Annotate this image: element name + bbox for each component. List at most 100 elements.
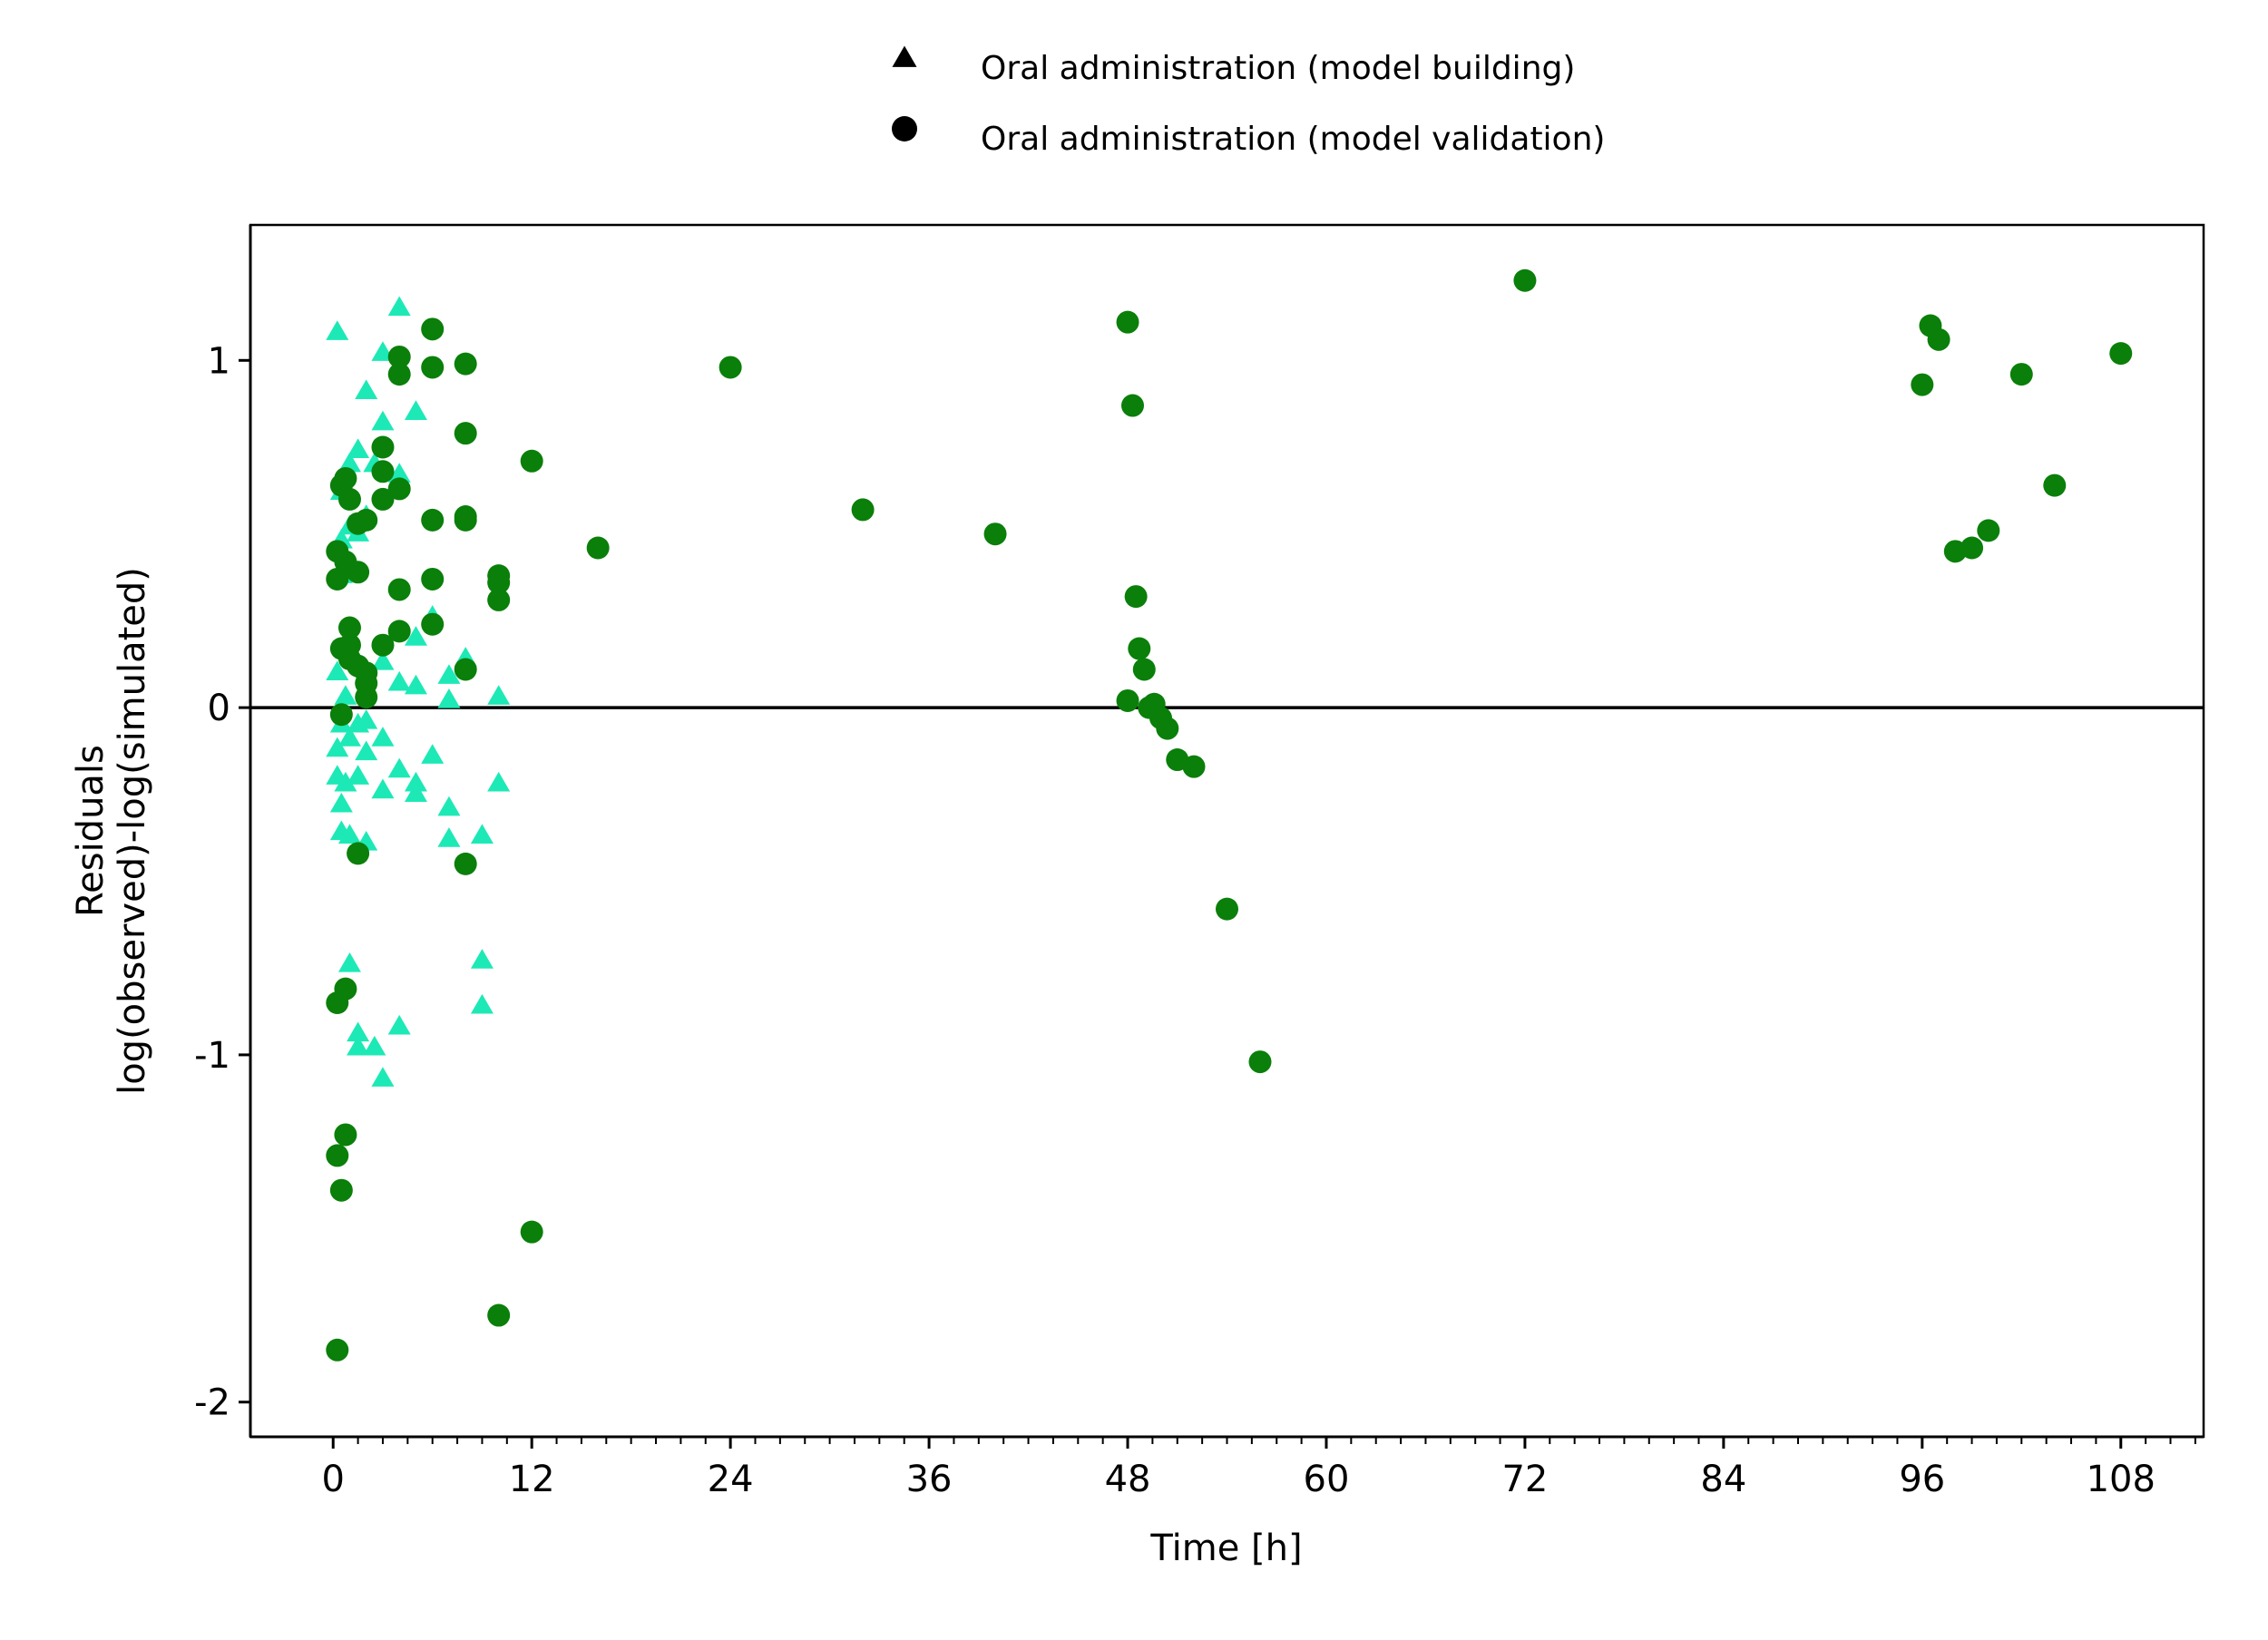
data-point-circle — [334, 1123, 357, 1147]
data-point-triangle — [404, 771, 427, 792]
data-point-triangle — [404, 626, 427, 646]
data-point-triangle — [334, 771, 357, 792]
data-points — [326, 268, 2133, 1362]
data-point-triangle — [355, 740, 378, 761]
legend-label-model-validation: Oral administration (model validation) — [981, 121, 1605, 158]
data-point-triangle — [371, 1067, 395, 1087]
data-point-circle — [387, 345, 411, 368]
data-point-circle — [329, 703, 353, 727]
data-point-circle — [1156, 717, 1179, 740]
x-axis-title: Time [h] — [1149, 1528, 1302, 1569]
data-point-circle — [371, 435, 395, 459]
data-point-triangle — [387, 1014, 411, 1035]
x-tick-label: 72 — [1501, 1459, 1548, 1500]
data-point-circle — [2043, 473, 2067, 497]
data-point-circle — [421, 567, 445, 591]
data-point-circle — [1960, 536, 1984, 560]
data-point-triangle — [326, 660, 349, 681]
data-point-circle — [1116, 688, 1139, 712]
data-point-circle — [487, 1303, 511, 1327]
data-point-triangle — [337, 824, 361, 844]
data-point-triangle — [487, 685, 511, 705]
x-tick-label: 12 — [509, 1459, 555, 1500]
data-point-triangle — [437, 664, 461, 684]
y-axis: -2 -1 0 1 — [194, 225, 252, 1437]
data-point-circle — [334, 466, 357, 490]
data-point-circle — [1216, 897, 1238, 921]
legend: Oral administration (model building) Ora… — [892, 45, 1605, 158]
data-point-circle — [387, 578, 411, 601]
data-point-triangle — [337, 452, 361, 473]
data-point-triangle — [337, 952, 361, 972]
data-point-triangle — [421, 744, 445, 764]
data-point-circle — [347, 561, 370, 584]
data-point-circle — [2109, 342, 2133, 366]
data-point-triangle — [371, 649, 395, 670]
data-point-circle — [421, 612, 445, 636]
data-point-circle — [326, 1144, 349, 1167]
data-point-circle — [454, 508, 477, 532]
data-point-triangle — [404, 782, 427, 803]
data-point-circle — [1513, 268, 1537, 292]
data-point-circle — [454, 658, 477, 681]
data-point-circle — [1116, 310, 1139, 334]
data-point-circle — [1124, 585, 1148, 609]
data-point-circle — [1911, 373, 1934, 396]
data-point-circle — [421, 508, 445, 532]
data-point-triangle — [329, 792, 353, 813]
data-point-triangle — [487, 771, 511, 792]
data-point-circle — [337, 633, 361, 657]
data-point-circle — [1132, 658, 1156, 681]
y-tick-label: 0 — [208, 688, 230, 729]
data-point-circle — [347, 842, 370, 865]
data-point-triangle — [347, 438, 370, 459]
data-point-triangle — [470, 949, 494, 969]
x-tick-label: 48 — [1105, 1459, 1151, 1500]
x-tick-label: 24 — [708, 1459, 754, 1500]
y-tick-label: -2 — [194, 1382, 230, 1424]
y-axis-title: Residuals log(observed)-log(simulated) — [70, 567, 153, 1095]
data-point-circle — [1248, 1050, 1272, 1074]
x-axis: 0 12 24 36 48 60 72 84 96 108 — [250, 1435, 2204, 1500]
data-point-triangle — [363, 1035, 386, 1056]
legend-circle-marker — [892, 116, 917, 142]
data-point-triangle — [371, 727, 395, 747]
data-point-circle — [586, 536, 610, 560]
data-point-circle — [387, 363, 411, 386]
data-point-triangle — [347, 1035, 370, 1056]
x-tick-label: 96 — [1899, 1459, 1945, 1500]
y-axis-title-line-1: Residuals — [70, 745, 112, 917]
data-point-triangle — [437, 688, 461, 708]
y-axis-title-line-2: log(observed)-log(simulated) — [112, 567, 153, 1095]
data-point-circle — [387, 477, 411, 501]
model-building-series — [326, 296, 511, 1087]
data-point-circle — [371, 487, 395, 511]
data-point-circle — [454, 352, 477, 376]
data-point-circle — [329, 1178, 353, 1202]
data-point-triangle — [347, 1021, 370, 1042]
data-point-circle — [355, 686, 378, 709]
data-point-triangle — [371, 410, 395, 431]
data-point-triangle — [437, 796, 461, 816]
x-tick-label: 60 — [1304, 1459, 1350, 1500]
data-point-circle — [421, 356, 445, 379]
data-point-triangle — [404, 400, 427, 420]
data-point-circle — [355, 508, 378, 532]
data-point-circle — [371, 460, 395, 483]
data-point-circle — [387, 620, 411, 643]
data-point-circle — [983, 522, 1007, 546]
data-point-circle — [454, 852, 477, 875]
x-tick-label: 84 — [1700, 1459, 1746, 1500]
plot-panel-border — [249, 223, 2205, 1439]
data-point-circle — [1927, 327, 1950, 351]
data-point-triangle — [387, 463, 411, 483]
data-point-triangle — [437, 827, 461, 847]
data-point-triangle — [355, 379, 378, 399]
data-point-circle — [487, 571, 511, 594]
model-validation-series — [326, 268, 2133, 1362]
data-point-circle — [851, 498, 875, 522]
data-point-triangle — [470, 824, 494, 844]
data-point-circle — [421, 317, 445, 341]
